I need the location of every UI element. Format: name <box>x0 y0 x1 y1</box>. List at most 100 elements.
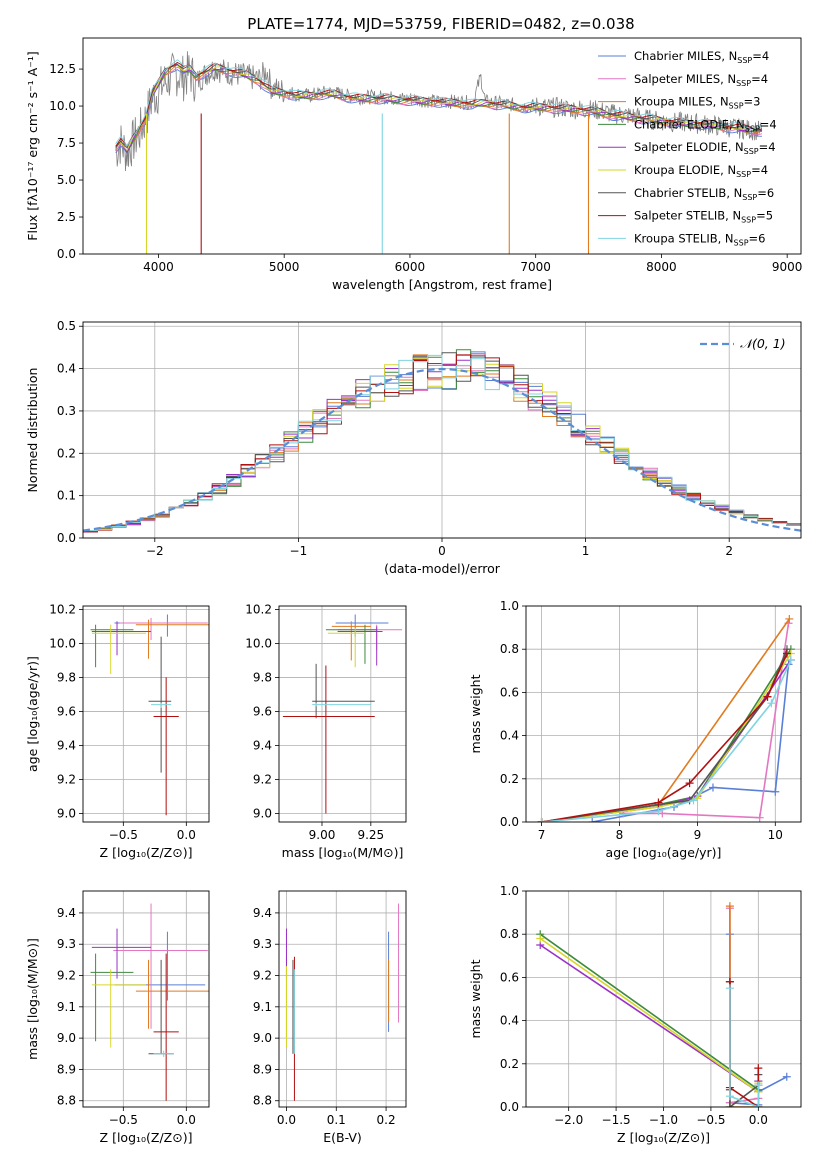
mass-weight-line <box>729 988 760 1107</box>
x-tick-label: 2 <box>725 544 733 558</box>
mass-weight-point <box>725 1092 734 1101</box>
x-tick-label: 10 <box>768 828 783 842</box>
x-tick-label: 7000 <box>520 260 551 274</box>
y-tick-label: 9.8 <box>57 670 76 684</box>
mass-weight-point <box>782 649 791 658</box>
x-tick-label: 8 <box>616 828 624 842</box>
x-tick-label: 9.25 <box>357 828 384 842</box>
y-tick-label: 0.4 <box>500 729 519 743</box>
x-tick-label: −1.0 <box>649 1113 678 1127</box>
mass-weight-point <box>754 1064 763 1073</box>
mass-weight-point <box>786 656 795 664</box>
mass-vs-Z-panel: −0.5 0.0 8.8 8.9 9.0 9.1 9.2 9.3 9.4 Z [log₁₀(Z/Z… <box>25 890 210 1145</box>
y-tick-label: 0.0 <box>57 247 76 261</box>
axes-frame <box>82 321 802 539</box>
x-tick-label: 0.0 <box>177 1113 196 1127</box>
y-tick-label: 0.4 <box>57 362 76 376</box>
y-tick-label: 0.3 <box>57 404 76 418</box>
x-tick-label: 9000 <box>772 260 803 274</box>
y-tick-label: 9.3 <box>253 937 272 951</box>
x-tick-label: 5000 <box>269 260 300 274</box>
age-vs-mass-plot-area <box>282 614 403 814</box>
y-tick-label: 9.0 <box>57 806 76 820</box>
mass-weight-point <box>725 902 734 911</box>
axes-frame <box>525 605 802 823</box>
x-tick-label: 0.1 <box>327 1113 346 1127</box>
mass-weight-point <box>588 818 597 822</box>
x-tick-label: −0.5 <box>696 1113 725 1127</box>
y-tick-label: 0.2 <box>500 1057 519 1071</box>
x-tick-label: 1 <box>582 544 590 558</box>
mass-weight-point <box>754 1081 763 1090</box>
spectrum-plot-area <box>115 51 763 254</box>
x-axis-label: E(B-V) <box>323 1130 362 1145</box>
x-tick-label: 6000 <box>395 260 426 274</box>
gaussian-reference-curve <box>83 367 801 532</box>
y-tick-label: 9.1 <box>253 1000 272 1014</box>
y-axis-label: mass [log₁₀(M/M⊙)] <box>25 938 40 1060</box>
massweight-vs-Z-panel: −2.0 −1.5 −1.0 −0.5 0.0 0.0 0.2 0.4 0.6 0.8 1.0 Z [… <box>468 884 802 1145</box>
x-axis-label: mass [log₁₀(M/M⊙)] <box>282 845 404 860</box>
x-axis-label: Z [log₁₀(Z/Z⊙)] <box>617 1130 710 1145</box>
y-tick-label: 9.0 <box>57 1031 76 1045</box>
y-tick-label: 8.8 <box>57 1094 76 1108</box>
axes-frame <box>278 605 407 823</box>
residuals-plot-area <box>83 349 801 533</box>
y-tick-label: 10.0 <box>49 636 76 650</box>
mass-weight-point <box>685 779 694 788</box>
mass-weight-point <box>708 783 717 792</box>
x-tick-label: −0.5 <box>109 828 138 842</box>
spectrum-panel: 4000 5000 6000 7000 8000 9000 0.0 2.5 5.0 7.5 10.0… <box>25 37 803 292</box>
residual-histogram <box>83 354 801 532</box>
age-vs-Z-panel: −0.5 0.0 9.0 9.2 9.4 9.6 9.8 10.0 10.2 Z [log₁₀(Z… <box>25 602 210 860</box>
x-tick-label: 9.00 <box>309 828 336 842</box>
massweight-vs-age-panel: 7 8 9 10 0.0 0.2 0.4 0.6 0.8 1.0 age [log₁₀(age/yr… <box>468 599 802 860</box>
mass-weight-point <box>782 1072 791 1081</box>
y-tick-label: 9.0 <box>253 806 272 820</box>
y-axis-label: mass weight <box>468 674 483 753</box>
y-axis-label: Flux [fλ10⁻¹⁷ erg cm⁻² s⁻¹ A⁻¹] <box>25 51 40 240</box>
mass-vs-Z-plot-area <box>90 903 209 1101</box>
y-tick-label: 9.1 <box>57 1000 76 1014</box>
x-tick-label: −0.5 <box>109 1113 138 1127</box>
residuals-panel: −2 −1 0 1 2 0.0 0.1 0.2 0.3 0.4 0.5 (data-model)/er… <box>25 319 802 576</box>
y-tick-label: 10.0 <box>49 99 76 113</box>
x-tick-label: −1 <box>290 544 308 558</box>
legend-label: 𝒩(0, 1) <box>740 336 786 351</box>
model-spectrum-line <box>115 59 763 147</box>
x-tick-label: −2.0 <box>554 1113 583 1127</box>
y-tick-label: 0.8 <box>500 642 519 656</box>
y-tick-label: 9.4 <box>253 906 272 920</box>
axes-frame <box>525 890 802 1108</box>
mass-weight-line <box>729 906 759 1107</box>
mass-vs-EBV-panel: 0.0 0.1 0.2 8.8 8.9 9.0 9.1 9.2 9.3 9.4 E(B-V) <box>253 890 407 1145</box>
x-tick-label: 7 <box>538 828 546 842</box>
legend-label: Kroupa STELIB, NSSP=6 <box>634 231 765 247</box>
y-tick-label: 0.6 <box>500 685 519 699</box>
y-tick-label: 0.0 <box>57 531 76 545</box>
model-spectrum-line <box>115 64 763 154</box>
x-tick-label: −1.5 <box>602 1113 631 1127</box>
y-tick-label: 8.9 <box>253 1062 272 1076</box>
x-tick-label: 0.0 <box>277 1113 296 1127</box>
axes-frame <box>82 605 210 823</box>
y-tick-label: 0.2 <box>57 446 76 460</box>
y-tick-label: 0.6 <box>500 970 519 984</box>
figure-title: PLATE=1774, MJD=53759, FIBERID=0482, z=0… <box>247 15 634 33</box>
axes-frame <box>82 37 802 255</box>
x-tick-label: 0 <box>438 544 446 558</box>
y-tick-label: 9.4 <box>253 738 272 752</box>
y-tick-label: 9.6 <box>57 704 76 718</box>
mass-weight-point <box>725 1103 734 1107</box>
y-tick-label: 0.1 <box>57 489 76 503</box>
y-tick-label: 9.4 <box>57 906 76 920</box>
y-tick-label: 10.0 <box>245 636 272 650</box>
y-tick-label: 9.2 <box>57 772 76 786</box>
x-tick-label: 0.0 <box>749 1113 768 1127</box>
y-tick-label: 0.2 <box>500 772 519 786</box>
massweight-vs-age-plot-area <box>537 614 795 822</box>
y-tick-label: 9.6 <box>253 704 272 718</box>
massweight-vs-Z-plot-area <box>536 902 791 1107</box>
legend-label: Kroupa ELODIE, NSSP=4 <box>634 163 768 179</box>
